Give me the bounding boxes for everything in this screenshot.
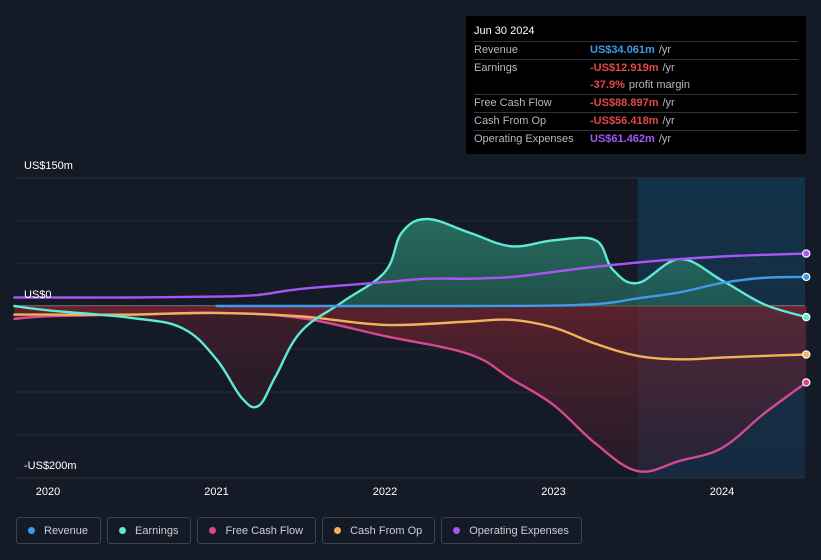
- tooltip-value: -US$12.919m: [590, 62, 659, 74]
- tooltip-row-profit-margin: -37.9% profit margin: [474, 77, 798, 94]
- tooltip-label: Cash From Op: [474, 115, 547, 127]
- cash-from-op-end-point: [802, 350, 811, 359]
- legend-dot-icon: [119, 527, 127, 534]
- legend-dot-icon: [28, 527, 35, 534]
- tooltip-row-operating-expenses: Operating Expenses US$61.462m /yr: [474, 130, 798, 148]
- x-tick-label: 2024: [710, 486, 734, 498]
- earnings-area-negative: [14, 306, 807, 408]
- tooltip-row-earnings: Earnings -US$12.919m /yr: [474, 59, 798, 77]
- tooltip-value: US$34.061m: [590, 44, 655, 56]
- x-tick-label: 2022: [373, 486, 397, 498]
- x-tick-label: 2020: [36, 486, 60, 498]
- operating-expenses-end-point: [802, 249, 811, 258]
- tooltip-value: US$61.462m: [590, 133, 655, 145]
- revenue-end-point: [802, 272, 811, 282]
- legend-label: Cash From Op: [350, 524, 423, 537]
- legend: Revenue Earnings Free Cash Flow Cash Fro…: [16, 517, 582, 544]
- tooltip-label: Earnings: [474, 62, 518, 74]
- legend-dot-icon: [334, 527, 342, 534]
- tooltip-label: Revenue: [474, 44, 519, 56]
- tooltip-unit: profit margin: [628, 79, 690, 91]
- legend-item-cash-from-op[interactable]: Cash From Op: [322, 517, 436, 544]
- y-tick-label: US$150m: [24, 160, 73, 172]
- tooltip-date: Jun 30 2024: [474, 25, 535, 37]
- legend-item-revenue[interactable]: Revenue: [16, 517, 102, 544]
- legend-item-free-cash-flow[interactable]: Free Cash Flow: [197, 517, 317, 544]
- tooltip-row-free-cash-flow: Free Cash Flow -US$88.897m /yr: [474, 94, 798, 112]
- tooltip-value: -US$88.897m: [590, 97, 659, 109]
- tooltip-unit: /yr: [662, 97, 675, 109]
- tooltip-value: -US$56.418m: [590, 115, 659, 127]
- tooltip-unit: /yr: [658, 133, 672, 145]
- earnings-line: [13, 217, 808, 409]
- tooltip-value: -37.9%: [590, 79, 625, 91]
- tooltip-row-cash-from-op: Cash From Op -US$56.418m /yr: [474, 112, 798, 130]
- legend-label: Revenue: [44, 524, 89, 537]
- legend-dot-icon: [209, 527, 217, 534]
- earnings-area-positive: [14, 219, 807, 306]
- x-tick-label: 2023: [541, 486, 565, 498]
- earnings-end-point: [802, 312, 811, 322]
- axis-labels: US$150m US$0 -US$200m 2020 2021 2022 2023 2024: [24, 160, 734, 498]
- legend-label: Earnings: [135, 524, 179, 537]
- tooltip-label: Free Cash Flow: [474, 97, 552, 109]
- x-tick-label: 2021: [204, 486, 228, 498]
- legend-label: Operating Expenses: [469, 524, 569, 537]
- series-end-markers: [802, 249, 811, 387]
- operating-expenses-line: [13, 252, 808, 299]
- revenue-line: [215, 275, 808, 308]
- cash-from-op-line: [13, 311, 808, 361]
- free-cash-flow-area-negative: [14, 306, 807, 472]
- free-cash-flow-end-point: [802, 378, 811, 387]
- y-tick-label: US$0: [24, 289, 52, 301]
- y-tick-label: -US$200m: [24, 460, 77, 472]
- legend-label: Free Cash Flow: [225, 524, 304, 537]
- legend-item-earnings[interactable]: Earnings: [107, 517, 192, 544]
- legend-item-operating-expenses[interactable]: Operating Expenses: [441, 517, 582, 544]
- legend-dot-icon: [453, 527, 461, 534]
- tooltip-label: Operating Expenses: [474, 133, 574, 145]
- tooltip-label: [474, 77, 590, 94]
- tooltip-unit: /yr: [662, 115, 675, 127]
- tooltip-unit: /yr: [662, 62, 675, 74]
- tooltip: Jun 30 2024 Revenue US$34.061m /yr Earni…: [466, 16, 806, 154]
- tooltip-row-revenue: Revenue US$34.061m /yr: [474, 41, 798, 59]
- tooltip-unit: /yr: [658, 44, 672, 56]
- series-lines: [13, 217, 808, 473]
